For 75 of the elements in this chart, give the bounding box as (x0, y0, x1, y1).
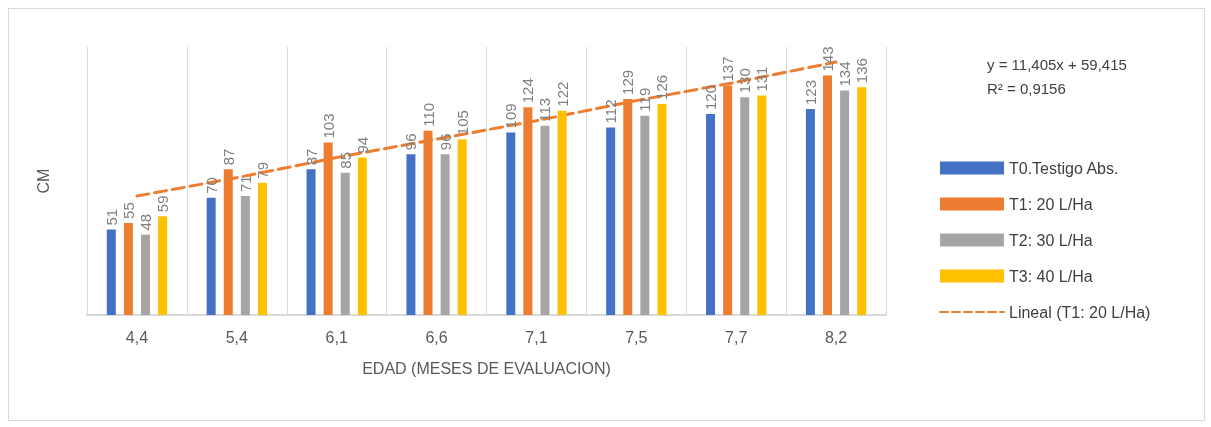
data-label: 105 (453, 110, 471, 136)
bar (306, 169, 316, 315)
data-label: 130 (736, 68, 754, 94)
x-axis-title: EDAD (MESES DE EVALUACION) (362, 359, 611, 377)
bar (805, 108, 815, 315)
legend-label: Lineal (T1: 20 L/Ha) (1009, 303, 1151, 321)
data-label: 123 (801, 79, 819, 105)
data-label: 70 (202, 177, 220, 194)
text: R² = 0,9156 (986, 80, 1066, 97)
bar (706, 114, 716, 315)
bar (606, 127, 616, 315)
bar (823, 75, 833, 315)
bar (123, 222, 133, 315)
data-label: 51 (102, 208, 120, 226)
data-label: 109 (502, 103, 520, 129)
data-label: 120 (702, 84, 720, 110)
legend-label: T2: 30 L/Ha (1009, 231, 1093, 249)
x-tick-label: 4,4 (125, 328, 149, 346)
bar (406, 154, 416, 315)
data-label: 85 (336, 151, 354, 169)
bar (740, 97, 750, 315)
data-label: 112 (602, 99, 620, 124)
data-label: 55 (119, 202, 137, 219)
text: y = 11,405x + 59,415 (987, 56, 1127, 73)
x-tick-label: 7,1 (525, 328, 548, 346)
data-label: 134 (836, 61, 854, 87)
bar (557, 110, 567, 315)
data-label: 71 (236, 175, 254, 193)
bar (206, 197, 216, 315)
x-tick-label: 8,2 (824, 328, 848, 346)
data-label: 87 (219, 148, 237, 166)
data-label: 96 (402, 133, 420, 151)
legend-label: T1: 20 L/Ha (1009, 195, 1093, 213)
data-label: 124 (519, 78, 537, 104)
data-label: 129 (619, 69, 637, 95)
bar (457, 139, 467, 315)
data-label: 136 (853, 58, 871, 84)
data-label: 119 (636, 87, 654, 112)
data-label: 96 (436, 133, 454, 151)
bar (506, 132, 516, 315)
x-tick-label: 7,5 (625, 328, 648, 346)
data-label: 94 (353, 136, 371, 154)
x-tick-label: 5,4 (225, 328, 249, 346)
data-label: 87 (302, 148, 320, 166)
bar (257, 182, 267, 315)
y-axis-title: CM (34, 168, 52, 194)
x-tick-label: 6,1 (325, 328, 348, 346)
data-label: 122 (553, 81, 571, 107)
data-label: 110 (419, 102, 437, 127)
bar (857, 87, 867, 315)
legend-label: T3: 40 L/Ha (1009, 267, 1093, 285)
bar (540, 125, 550, 315)
x-tick-label: 7,7 (725, 328, 748, 346)
bar (106, 229, 116, 315)
data-label: 59 (154, 195, 172, 213)
x-tick-label: 6,6 (425, 328, 448, 346)
bar (240, 196, 250, 315)
bar (340, 172, 350, 315)
bar (657, 103, 667, 315)
data-label: 48 (136, 213, 154, 231)
bar (757, 95, 767, 315)
bar (158, 216, 168, 315)
bar (640, 115, 650, 315)
data-label: 131 (753, 66, 771, 92)
data-label: 126 (653, 74, 671, 100)
bar (840, 90, 850, 315)
data-label: 113 (536, 97, 554, 122)
data-label: 137 (719, 56, 737, 82)
bar (140, 234, 150, 315)
data-label: 143 (819, 46, 837, 72)
legend-label: T0.Testigo Abs. (1009, 159, 1119, 177)
bar (440, 154, 450, 315)
bar (357, 157, 367, 315)
data-label: 103 (319, 113, 337, 139)
data-label: 79 (253, 161, 271, 179)
